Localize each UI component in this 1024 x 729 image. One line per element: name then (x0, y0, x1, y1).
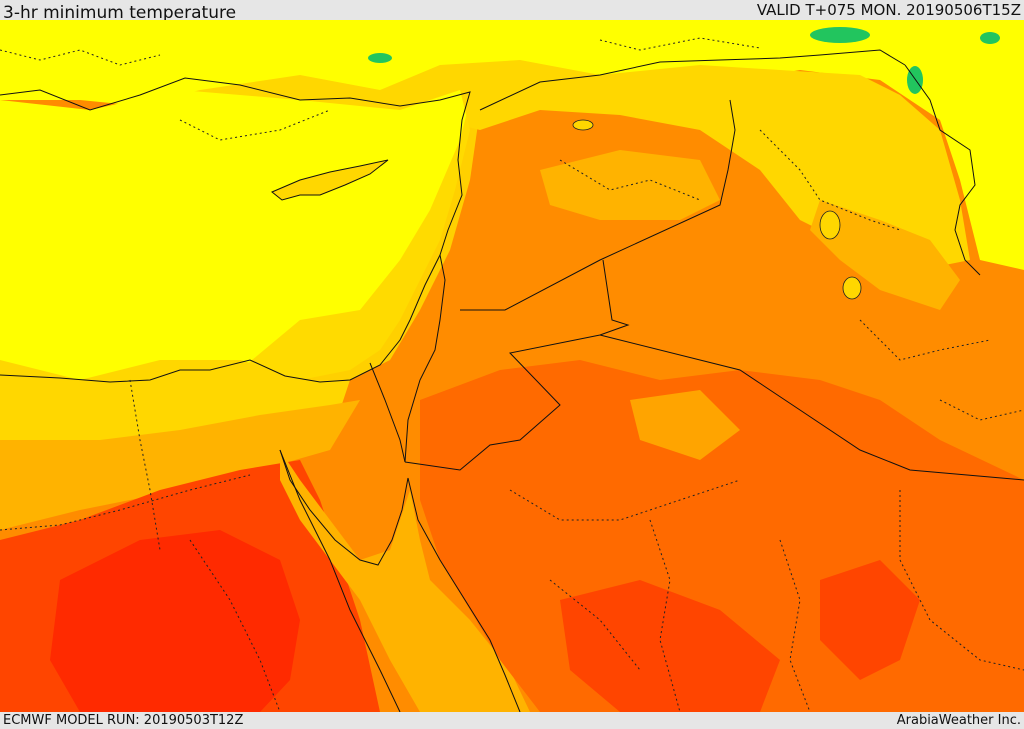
map-canvas (0, 20, 1024, 712)
model-run: ECMWF MODEL RUN: 20190503T12Z (3, 713, 244, 728)
cyprus-island (271, 159, 389, 201)
jordan-amber-patch (630, 390, 740, 460)
coastal-gold-band (240, 100, 480, 390)
arabia-red-spot (560, 580, 780, 712)
egypt-amber-band (0, 400, 360, 530)
iraq-amber-patch (810, 200, 960, 310)
lake-tharthar (819, 210, 841, 240)
green-cold-patch (907, 66, 923, 94)
map-footer: ECMWF MODEL RUN: 20190503T12Z ArabiaWeat… (0, 712, 1024, 729)
map-title: 3-hr minimum temperature (3, 3, 237, 23)
valid-time: VALID T+075 MON. 20190506T15Z (756, 1, 1021, 19)
green-cold-patch (980, 32, 1000, 44)
province-borders (0, 37, 1024, 712)
lake-razzaza (842, 276, 862, 300)
egypt-deep-red-zone (50, 530, 300, 712)
egypt-gold-band (0, 360, 350, 460)
country-borders (369, 49, 1024, 481)
arabia-red-spot-2 (820, 560, 920, 680)
syria-amber-patch (540, 150, 720, 220)
credit-text: ArabiaWeather Inc. (896, 713, 1021, 728)
map-header: 3-hr minimum temperature VALID T+075 MON… (0, 0, 1024, 23)
green-cold-patch (810, 27, 870, 43)
coastlines (0, 77, 521, 712)
temperature-map (0, 20, 1024, 712)
green-cold-patch (368, 53, 392, 63)
red-sea (280, 450, 530, 712)
lake-assad (572, 119, 594, 131)
